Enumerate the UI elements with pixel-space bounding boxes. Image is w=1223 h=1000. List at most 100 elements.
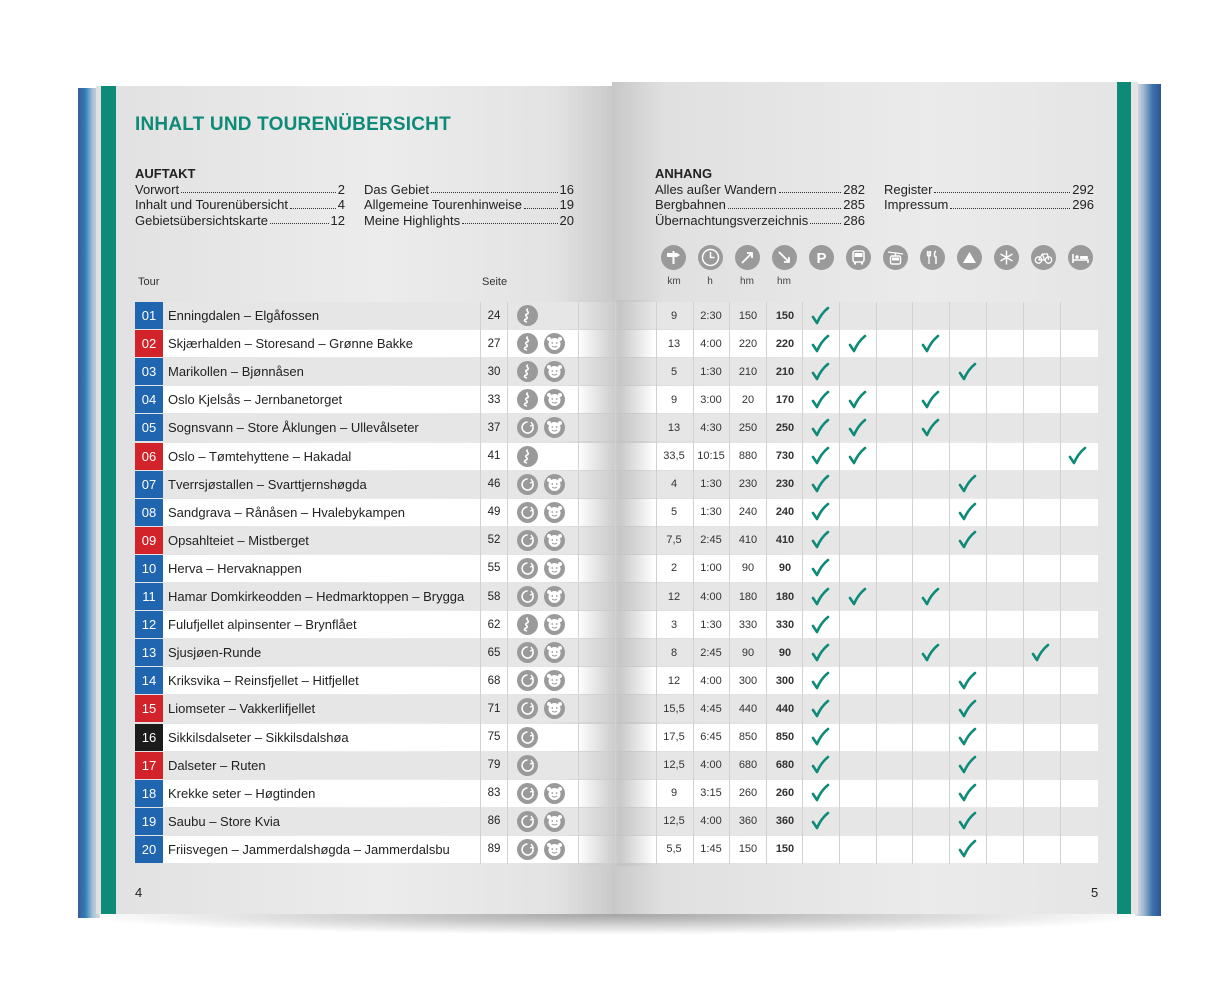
tour-name[interactable]: Saubu – Store Kvia — [168, 813, 281, 829]
tour-number-badge: 05 — [135, 414, 163, 442]
tour-name[interactable]: Sognsvann – Store Åklungen – Ullevålsete… — [168, 420, 419, 436]
tour-duration: 1:30 — [700, 365, 722, 378]
tour-distance: 17,5 — [663, 731, 685, 743]
tour-descent: 150 — [775, 843, 795, 856]
table-column-divider — [656, 302, 657, 864]
tour-name[interactable]: Oslo Kjelsås – Jernbanetorget — [168, 392, 343, 408]
tour-number-badge: 19 — [135, 807, 163, 835]
kids-friendly-icon — [544, 417, 565, 439]
route-type-icon — [517, 333, 538, 355]
tour-duration: 1:45 — [700, 843, 722, 856]
tour-ascent: 330 — [738, 618, 758, 631]
toc-entry[interactable]: Meine Highlights 20 — [364, 212, 574, 228]
tour-descent: 730 — [775, 450, 795, 462]
tour-ascent: 230 — [738, 478, 758, 491]
tour-name[interactable]: Krekke seter – Høgtinden — [168, 785, 316, 801]
descent-icon — [772, 245, 797, 270]
tour-name[interactable]: Opsahlteiet – Mistberget — [168, 532, 309, 548]
toc-entry[interactable]: Alles außer Wandern 282 — [655, 181, 865, 197]
tour-descent: 330 — [775, 618, 795, 631]
kids-friendly-icon — [544, 670, 565, 692]
table-column-divider — [578, 302, 579, 864]
cable-car-icon — [883, 245, 908, 270]
toc-entry[interactable]: Übernachtungsverzeichnis 286 — [655, 212, 865, 228]
tour-descent: 230 — [775, 478, 795, 491]
checkmark-icon — [802, 556, 838, 581]
checkmark-icon — [912, 387, 948, 412]
tour-name[interactable]: Sjusjøen-Runde — [168, 645, 262, 661]
checkmark-icon — [912, 584, 948, 609]
tour-name[interactable]: Marikollen – Bjønnåsen — [168, 364, 304, 380]
toc-entry[interactable]: Allgemeine Tourenhinweise 19 — [364, 197, 574, 212]
tour-ascent: 210 — [738, 365, 758, 378]
kids-friendly-icon — [544, 838, 565, 860]
tour-name[interactable]: Sandgrava – Rånåsen – Hvalebykampen — [168, 504, 406, 520]
table-column-divider — [1060, 302, 1061, 864]
tour-page: 83 — [487, 787, 501, 800]
loop-route-icon — [517, 529, 538, 551]
tour-name[interactable]: Friisvegen – Jammerdalshøgda – Jammerdal… — [168, 841, 450, 857]
tour-name[interactable]: Liomseter – Vakkerlifjellet — [168, 701, 316, 717]
tour-descent: 440 — [775, 702, 795, 715]
header-icons: P — [661, 245, 1105, 270]
checkmark-icon — [912, 331, 948, 356]
toc-entry[interactable]: Impressum 296 — [884, 197, 1094, 212]
tour-name[interactable]: Hamar Domkirkeodden – Hedmarktoppen – Br… — [168, 589, 465, 604]
tour-number-badge: 15 — [135, 695, 163, 723]
tour-duration: 1:30 — [700, 618, 722, 631]
restaurant-icon — [920, 245, 945, 270]
tour-name[interactable]: Enningdalen – Elgåfossen — [168, 308, 320, 323]
kids-friendly-icon — [544, 782, 565, 804]
tour-distance: 7,5 — [666, 534, 682, 547]
kids-friendly-icon — [544, 361, 565, 383]
tour-number-badge: 04 — [135, 386, 163, 414]
toc-entry[interactable]: Bergbahnen 285 — [655, 197, 865, 212]
tour-distance: 8 — [670, 646, 678, 659]
tour-number-badge: 13 — [135, 639, 163, 667]
table-column-divider — [615, 302, 616, 864]
tour-page: 24 — [487, 309, 501, 322]
toc-entry[interactable]: Register 292 — [884, 181, 1094, 197]
tour-name[interactable]: Fulufjellet alpinsenter – Brynflået — [168, 617, 357, 633]
table-column-divider — [802, 302, 803, 864]
tour-ascent: 680 — [738, 759, 758, 772]
tour-name[interactable]: Kriksvika – Reinsfjellet – Hitfjellet — [168, 673, 359, 689]
toc-entry[interactable]: Gebietsübersichtskarte 12 — [135, 212, 345, 228]
tour-page: 49 — [487, 506, 501, 519]
toc-heading-auftakt: AUFTAKT — [135, 166, 196, 181]
toc-entry[interactable]: Inhalt und Tourenübersicht 4 — [135, 197, 345, 212]
toc-heading-anhang: ANHANG — [655, 166, 713, 181]
table-column-divider — [507, 302, 508, 864]
toc-auftakt: AUFTAKT Vorwort 2 Inhalt und Tourenübersi… — [135, 166, 345, 228]
toc-entry[interactable]: Vorwort 2 — [135, 181, 345, 197]
tour-distance: 33,5 — [663, 450, 685, 462]
tour-ascent: 220 — [738, 337, 758, 350]
tour-name[interactable]: Skjærhalden – Storesand – Grønne Bakke — [168, 336, 413, 352]
tour-number-badge: 09 — [135, 526, 163, 554]
checkmark-icon — [802, 781, 838, 806]
tour-distance: 5 — [670, 365, 678, 378]
tour-ascent: 260 — [738, 787, 758, 800]
toc-entry[interactable]: Das Gebiet 16 — [364, 181, 574, 197]
tour-ascent: 90 — [741, 646, 755, 659]
route-type-icon — [517, 614, 538, 636]
tour-ascent: 850 — [738, 731, 758, 743]
tour-number-badge: 07 — [135, 470, 163, 498]
tour-page: 62 — [487, 618, 501, 631]
clock-icon — [698, 245, 723, 270]
tour-name[interactable]: Tverrsjøstallen – Svarttjernshøgda — [168, 476, 367, 492]
checkmark-icon — [802, 696, 838, 721]
loop-route-icon — [517, 838, 538, 860]
tour-distance: 5 — [670, 506, 678, 519]
checkmark-icon — [802, 809, 838, 834]
ascent-icon — [735, 245, 760, 270]
tour-number-badge: 01 — [135, 302, 163, 329]
tour-name[interactable]: Oslo – Tømtehyttene – Hakadal — [168, 448, 352, 464]
checkmark-icon — [949, 359, 985, 384]
tour-name[interactable]: Herva – Hervaknappen — [168, 560, 302, 576]
tour-descent: 410 — [775, 534, 795, 547]
tour-name[interactable]: Dalseter – Ruten — [168, 757, 266, 773]
tour-name[interactable]: Sikkilsdalseter – Sikkilsdalshøa — [168, 729, 349, 745]
route-type-icon — [517, 445, 538, 467]
checkmark-icon — [949, 837, 985, 862]
